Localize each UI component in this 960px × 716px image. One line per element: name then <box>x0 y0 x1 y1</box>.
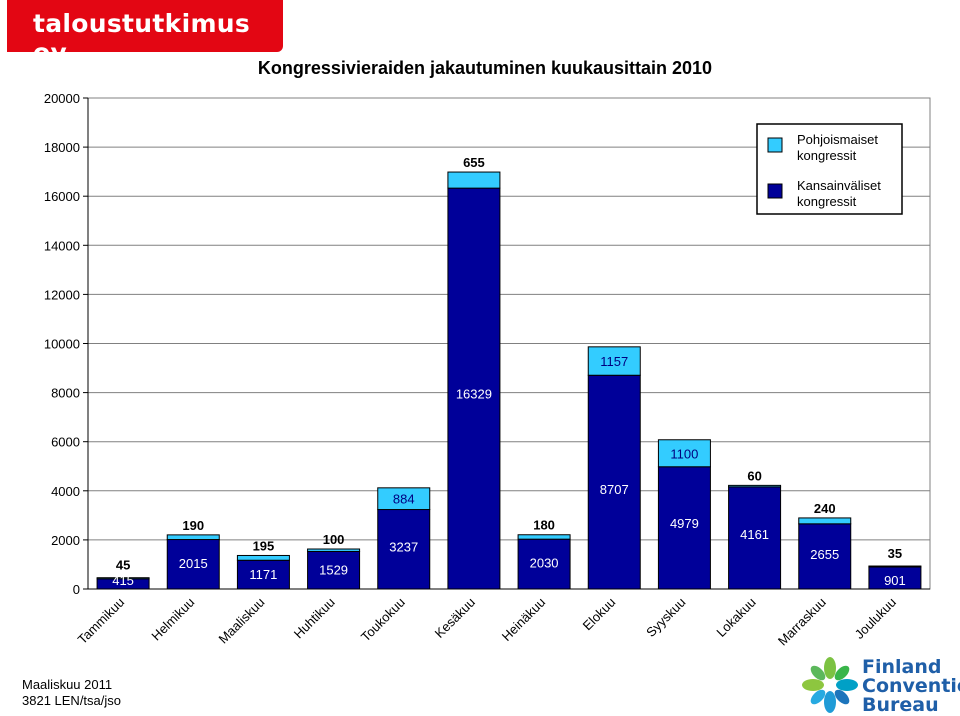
data-label-kansainvaliset-9: 4161 <box>740 527 769 542</box>
data-label-kansainvaliset-11: 901 <box>884 573 906 588</box>
y-tick-label-9: 18000 <box>44 140 80 155</box>
data-label-pohjoismaiset-5: 655 <box>463 155 485 170</box>
data-label-pohjoismaiset-7: 1157 <box>600 354 628 369</box>
legend-label-1-1: kongressit <box>797 194 857 209</box>
bar-pohjoismaiset-7 <box>587 346 641 376</box>
bar-kansainvaliset-4 <box>377 509 431 590</box>
bar-pohjoismaiset-8 <box>657 439 711 468</box>
bar-pohjoismaiset-3 <box>307 548 361 552</box>
data-label-kansainvaliset-7: 8707 <box>600 482 629 497</box>
chart-title: Kongressivieraiden jakautuminen kuukausi… <box>257 58 713 78</box>
y-tick-label-7: 14000 <box>44 238 80 253</box>
logo-text-finland: Finland <box>862 656 942 678</box>
legend-swatch-0 <box>767 137 783 153</box>
y-tick-label-3: 6000 <box>51 435 80 450</box>
footer-code: 3821 LEN/tsa/jso <box>22 693 122 708</box>
x-tick-label-6: Heinäkuu <box>499 595 548 644</box>
bar-kansainvaliset-9 <box>728 486 782 590</box>
data-label-pohjoismaiset-2: 195 <box>253 538 275 553</box>
data-label-kansainvaliset-5: 16329 <box>456 387 492 402</box>
data-label-pohjoismaiset-3: 100 <box>323 532 345 547</box>
data-label-pohjoismaiset-10: 240 <box>814 501 836 516</box>
x-tick-label-1: Helmikuu <box>148 595 197 644</box>
footer-date: Maaliskuu 2011 <box>22 677 113 692</box>
x-tick-label-8: Syyskuu <box>643 595 688 640</box>
bar-kansainvaliset-1 <box>166 539 220 590</box>
x-tick-label-9: Lokakuu <box>713 595 758 640</box>
data-label-kansainvaliset-1: 2015 <box>179 556 208 571</box>
brand-name: taloustutkimus oy <box>33 9 251 67</box>
data-label-kansainvaliset-0: 415 <box>112 573 134 588</box>
y-tick-label-0: 0 <box>73 582 80 597</box>
finland-convention-bureau-logo-icon <box>802 657 858 713</box>
bar-pohjoismaiset-0 <box>96 577 150 580</box>
brand-banner: taloustutkimus oy <box>7 0 283 67</box>
bar-pohjoismaiset-6 <box>517 534 571 540</box>
logo-text-bureau: Bureau <box>862 694 939 716</box>
legend-swatch-1 <box>767 183 783 199</box>
data-label-kansainvaliset-2: 1171 <box>249 567 277 582</box>
data-label-kansainvaliset-6: 2030 <box>530 556 559 571</box>
x-tick-label-0: Tammikuu <box>75 595 128 648</box>
bar-kansainvaliset-3 <box>307 550 361 590</box>
data-label-pohjoismaiset-1: 190 <box>182 518 204 533</box>
bar-pohjoismaiset-1 <box>166 534 220 541</box>
bar-pohjoismaiset-4 <box>377 487 431 511</box>
bar-kansainvaliset-2 <box>236 559 290 590</box>
data-label-pohjoismaiset-8: 1100 <box>670 446 698 461</box>
y-tick-label-2: 4000 <box>51 484 80 499</box>
legend-label-1-0: Kansainväliset <box>797 178 881 193</box>
x-tick-label-5: Kesäkuu <box>432 595 478 641</box>
data-label-pohjoismaiset-0: 45 <box>116 558 130 573</box>
bar-pohjoismaiset-9 <box>728 484 782 488</box>
x-tick-label-11: Joulukuu <box>852 595 899 642</box>
logo-text-convention: Convention <box>862 675 960 697</box>
y-tick-label-1: 2000 <box>51 533 80 548</box>
footer: Maaliskuu 2011 3821 LEN/tsa/jso <box>22 677 121 709</box>
data-label-pohjoismaiset-4: 884 <box>393 492 415 507</box>
y-tick-label-4: 8000 <box>51 386 80 401</box>
data-label-kansainvaliset-8: 4979 <box>670 516 699 531</box>
bar-pohjoismaiset-5 <box>447 171 501 189</box>
data-label-kansainvaliset-10: 2655 <box>810 547 839 562</box>
data-label-kansainvaliset-4: 3237 <box>389 539 418 554</box>
x-tick-label-7: Elokuu <box>580 595 619 634</box>
data-label-pohjoismaiset-9: 60 <box>747 468 761 483</box>
data-label-pohjoismaiset-11: 35 <box>888 546 902 561</box>
x-tick-label-4: Toukokuu <box>358 595 408 645</box>
bar-kansainvaliset-7 <box>587 374 641 590</box>
bar-pohjoismaiset-2 <box>236 554 290 561</box>
data-label-kansainvaliset-3: 1529 <box>319 562 348 577</box>
bar-pohjoismaiset-10 <box>798 517 852 525</box>
x-tick-label-3: Huhtikuu <box>291 595 338 642</box>
y-tick-label-5: 10000 <box>44 337 80 352</box>
bar-kansainvaliset-8 <box>657 466 711 590</box>
legend-label-0-1: kongressit <box>797 148 857 163</box>
data-label-pohjoismaiset-6: 180 <box>533 518 555 533</box>
bar-kansainvaliset-5 <box>447 187 501 590</box>
x-tick-label-10: Marraskuu <box>775 595 829 649</box>
bar-pohjoismaiset-11 <box>868 565 922 568</box>
x-tick-label-2: Maaliskuu <box>216 595 268 647</box>
bar-kansainvaliset-6 <box>517 538 571 590</box>
legend-label-0-0: Pohjoismaiset <box>797 132 878 147</box>
y-tick-label-10: 20000 <box>44 91 80 106</box>
y-tick-label-8: 16000 <box>44 189 80 204</box>
y-tick-label-6: 12000 <box>44 287 80 302</box>
